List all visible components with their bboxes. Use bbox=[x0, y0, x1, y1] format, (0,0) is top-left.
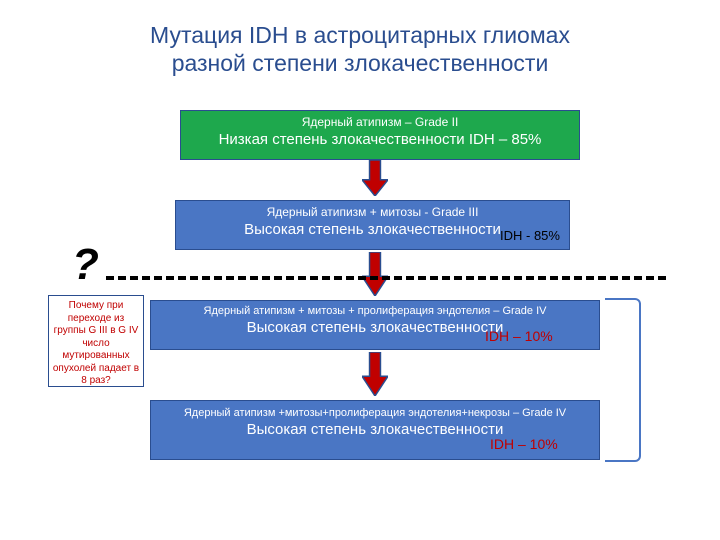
slide-title-line1: Мутация IDH в астроцитарных глиомах bbox=[0, 22, 720, 49]
arrow-down-1 bbox=[362, 160, 388, 196]
box-grade2: Ядерный атипизм – Grade IIНизкая степень… bbox=[180, 110, 580, 160]
box-grade2-line2: Низкая степень злокачественности IDH – 8… bbox=[181, 129, 579, 148]
box-grade2-line1: Ядерный атипизм – Grade II bbox=[181, 111, 579, 129]
arrow-down-3 bbox=[362, 352, 388, 396]
side-note: Почему при переходе из группы G III в G … bbox=[48, 295, 144, 387]
box-grade4b-line1: Ядерный атипизм +митозы+пролиферация энд… bbox=[151, 401, 599, 419]
right-bracket bbox=[605, 298, 641, 462]
question-mark: ? bbox=[72, 240, 99, 290]
box-grade4a-line1: Ядерный атипизм + митозы + пролиферация … bbox=[151, 301, 599, 317]
label-idh-grade4a: IDH – 10% bbox=[485, 328, 553, 344]
label-idh-grade4b: IDH – 10% bbox=[490, 436, 558, 452]
dashed-separator bbox=[106, 276, 666, 280]
box-grade3-line1: Ядерный атипизм + митозы - Grade III bbox=[176, 201, 569, 219]
label-idh-grade3: IDH - 85% bbox=[500, 228, 560, 243]
arrow-down-2 bbox=[362, 252, 388, 296]
slide-title-line2: разной степени злокачественности bbox=[0, 50, 720, 77]
